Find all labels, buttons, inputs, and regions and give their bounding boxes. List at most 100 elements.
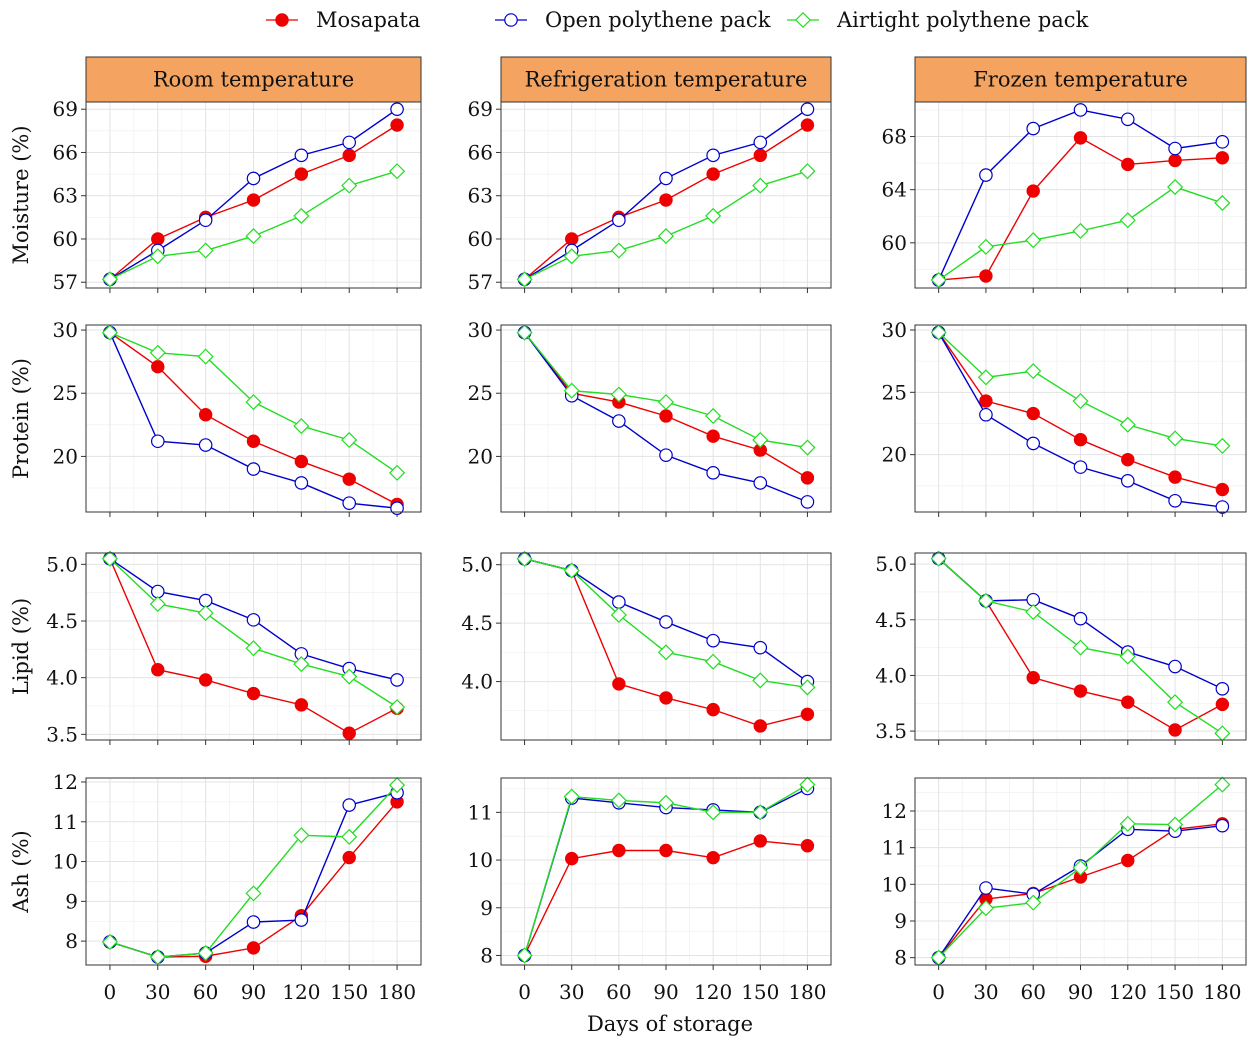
data-point [294, 913, 309, 927]
data-point [706, 850, 720, 865]
y-axis-title-lipid: Lipid (%) [9, 598, 33, 695]
data-point [1119, 416, 1136, 433]
data-point [198, 408, 213, 422]
data-point [198, 673, 213, 687]
data-point [1121, 853, 1135, 868]
y-tick-label: 5.0 [461, 553, 493, 577]
y-tick-label: 30 [53, 318, 78, 342]
data-point [1025, 894, 1042, 911]
data-point [1214, 776, 1231, 793]
y-axis-title-ash: Ash (%) [9, 830, 33, 913]
panel-ash-room-temperature: 8 9 10 11 12 [53, 770, 422, 970]
series-airtight-polythene-pack [516, 324, 816, 456]
data-point [659, 843, 673, 858]
strip-frozen-temperature: Frozen temperature [914, 56, 1247, 103]
data-point [753, 640, 768, 655]
y-tick-label: 10 [53, 850, 78, 874]
y-tick-label: 57 [468, 270, 493, 294]
data-point [294, 454, 309, 469]
panel-lipid-room-temperature: 3.5 4.0 4.5 5.0 [46, 550, 422, 746]
data-point [101, 550, 118, 567]
data-point [799, 679, 816, 696]
data-point [659, 691, 673, 705]
data-point [930, 271, 947, 289]
panel-ash-frozen-temperature: 8 9 10 11 12 [882, 776, 1247, 970]
data-point [799, 439, 816, 456]
data-point [1168, 659, 1182, 674]
data-point [659, 448, 673, 462]
data-point [1215, 135, 1230, 149]
legend-marker [504, 13, 518, 27]
y-tick-label: 8 [480, 943, 493, 967]
data-point [612, 213, 626, 228]
legend: Mosapata Open polythene pack Airtight poly… [266, 8, 1089, 32]
y-tick-label: 63 [468, 184, 493, 208]
panel-moisture-refrigeration-temperature: 57 60 63 66 69 [468, 97, 832, 294]
data-point [979, 269, 993, 283]
data-point [657, 644, 675, 661]
y-tick-label: 63 [53, 184, 78, 208]
legend-label: Open polythene pack [545, 8, 771, 32]
data-point [1072, 392, 1089, 410]
data-point [389, 464, 406, 481]
data-point [1215, 818, 1230, 833]
data-point [342, 472, 356, 486]
data-point [1119, 212, 1136, 229]
y-tick-label: 4.0 [46, 666, 78, 690]
data-point [1072, 222, 1089, 239]
y-tick-label: 5.0 [46, 552, 78, 576]
data-point [706, 633, 720, 648]
data-point [977, 592, 994, 609]
legend-item-open-polythene-pack: Open polythene pack [495, 8, 771, 32]
panel-protein-room-temperature: 20 25 30 [53, 318, 422, 517]
data-point [294, 167, 309, 181]
y-tick-label: 25 [882, 380, 907, 404]
panel-lipid-frozen-temperature: 3.5 4.0 4.5 5.0 [875, 550, 1247, 745]
data-point [610, 606, 627, 623]
y-axis-titles: Moisture (%) Protein (%) Lipid (%) Ash (%) [9, 125, 33, 913]
y-tick-label: 4.0 [875, 663, 907, 687]
y-axis-title-protein: Protein (%) [9, 358, 33, 479]
data-point [1167, 816, 1184, 833]
data-point [752, 672, 769, 689]
data-point [1168, 153, 1182, 168]
y-tick-label: 8 [894, 946, 907, 970]
data-point [245, 885, 262, 902]
data-point [245, 228, 262, 245]
data-point [389, 777, 406, 794]
x-tick-label: 180 [378, 980, 416, 1004]
legend-label: Airtight polythene pack [836, 8, 1089, 32]
data-point [706, 167, 720, 181]
data-point [1073, 103, 1088, 117]
panel-border [500, 324, 832, 513]
data-point [342, 850, 356, 865]
data-point [800, 495, 815, 509]
y-tick-label: 11 [468, 800, 493, 824]
y-tick-label: 11 [53, 810, 78, 834]
y-tick-label: 10 [468, 848, 493, 872]
data-point [151, 359, 165, 374]
x-tick-label: 180 [1203, 980, 1241, 1004]
legend-label: Mosapata [316, 8, 420, 32]
data-point [753, 148, 767, 163]
data-point [1025, 603, 1042, 621]
data-point [1026, 121, 1041, 136]
data-point [1168, 141, 1182, 156]
data-point [197, 242, 214, 259]
x-tick-label: 150 [1156, 980, 1194, 1004]
data-point [1026, 406, 1040, 421]
data-point [753, 834, 767, 848]
data-point [659, 615, 673, 629]
series-airtight-polythene-pack [101, 550, 406, 716]
strip-label: Frozen temperature [973, 68, 1188, 92]
panel-protein-frozen-temperature: 20 25 30 [882, 318, 1247, 517]
strip-label: Room temperature [153, 68, 354, 92]
data-point [1168, 493, 1182, 508]
y-tick-label: 3.5 [46, 722, 78, 746]
x-axis-title: Days of storage [587, 1012, 753, 1036]
data-point [1120, 474, 1135, 488]
strip-background [85, 56, 422, 103]
data-point [979, 881, 993, 895]
data-point [390, 501, 404, 516]
y-tick-label: 9 [65, 889, 78, 913]
